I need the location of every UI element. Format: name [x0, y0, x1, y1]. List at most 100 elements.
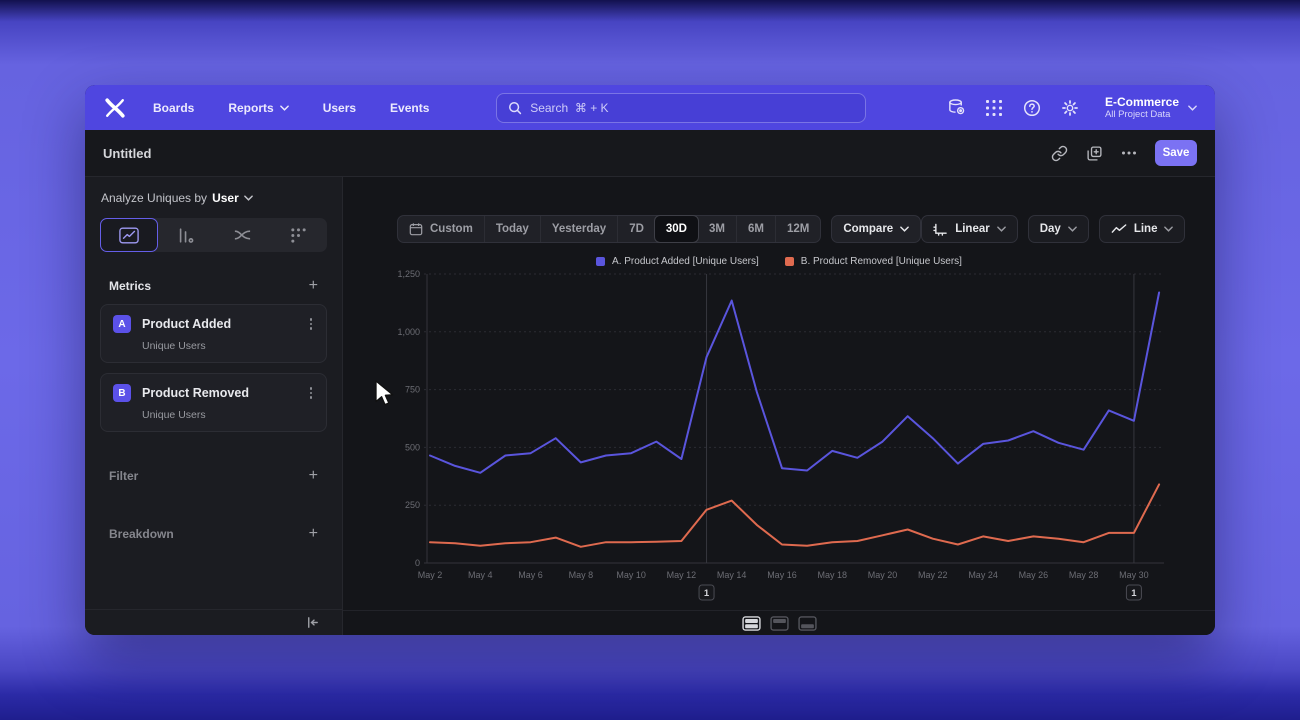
chevron-down-icon [996, 226, 1006, 232]
metric-subtitle[interactable]: Unique Users [142, 409, 206, 421]
report-titlebar: Untitled Save [85, 130, 1215, 177]
series-line[interactable] [429, 483, 1161, 548]
breakdown-header: Breakdown + [100, 526, 327, 542]
annotation-badge[interactable] [698, 584, 715, 601]
legend-swatch-a [596, 257, 606, 266]
search-input[interactable] [530, 100, 855, 115]
project-scope: All Project Data [1104, 108, 1171, 120]
app-window: Boards Reports Users Events [85, 85, 1215, 635]
breakdown-label: Breakdown [109, 527, 174, 541]
legend-label: B. Product Removed [Unique Users] [800, 256, 962, 267]
link-icon[interactable] [1050, 144, 1068, 162]
nav-item-reports[interactable]: Reports [228, 101, 289, 115]
x-axis-label: May 20 [868, 570, 898, 580]
chart-panel: Custom Today Yesterday 7D 30D 3M 6M 12M … [343, 177, 1215, 635]
line-chart[interactable]: 0 250 500 750 1,000 1,250 1 1 May 2 May 4 May 6 May… [343, 267, 1215, 610]
tab-flows[interactable] [215, 218, 271, 252]
y-axis-label: 1,250 [397, 269, 420, 279]
nav-item-boards[interactable]: Boards [153, 101, 194, 115]
mixpanel-logo-icon[interactable] [103, 96, 127, 120]
report-type-tabs [100, 218, 327, 252]
range-30d-selected[interactable]: 30D [653, 215, 699, 243]
y-axis-label: 250 [405, 500, 420, 510]
range-label: 12M [786, 223, 810, 235]
metric-badge-b: B [113, 384, 131, 402]
duplicate-icon[interactable] [1085, 144, 1103, 162]
flows-icon [234, 230, 251, 240]
apps-grid-icon[interactable] [985, 98, 1004, 117]
chevron-down-icon [1068, 226, 1077, 232]
metric-card-b[interactable]: B Product Removed Unique Users [100, 373, 327, 432]
add-breakdown-button[interactable]: + [308, 525, 318, 542]
layout-top-icon[interactable] [769, 615, 789, 631]
chart-canvas: 0 250 500 750 1,000 1,250 1 1 May 2 May 4 May 6 May… [397, 269, 1164, 601]
analyze-label: Analyze Uniques by [101, 191, 208, 205]
interval-label: Day [1039, 223, 1061, 235]
nav-item-users[interactable]: Users [323, 101, 356, 115]
data-governance-icon[interactable] [947, 98, 966, 117]
report-title[interactable]: Untitled [103, 145, 152, 161]
metric-options-icon[interactable] [308, 316, 315, 332]
metric-badge-a: A [113, 315, 131, 333]
tab-funnels[interactable] [158, 218, 214, 252]
save-button[interactable]: Save [1155, 140, 1197, 166]
chevron-down-icon [1164, 226, 1174, 232]
x-axis-label: May 18 [817, 570, 847, 580]
range-3m[interactable]: 3M [698, 216, 736, 242]
chart-legend: A. Product Added [Unique Users] B. Produ… [343, 256, 1215, 267]
scale-dropdown[interactable]: Linear [921, 215, 1018, 243]
line-chart-icon [1111, 224, 1127, 233]
interval-dropdown[interactable]: Day [1027, 215, 1089, 243]
nav-item-events[interactable]: Events [390, 101, 429, 115]
range-yesterday[interactable]: Yesterday [539, 216, 617, 242]
compare-button[interactable]: Compare [831, 215, 922, 243]
tab-insights[interactable] [100, 218, 159, 252]
range-label: 6M [747, 223, 764, 235]
funnel-bars-icon [180, 227, 194, 243]
layout-split-icon[interactable] [741, 615, 761, 631]
add-filter-button[interactable]: + [308, 467, 318, 484]
metric-subtitle[interactable]: Unique Users [142, 340, 206, 352]
collapse-sidebar-icon[interactable] [305, 615, 320, 630]
x-axis-label: May 12 [667, 570, 697, 580]
annotation-badge-label: 1 [1131, 588, 1137, 599]
analyze-entity-dropdown[interactable]: User [212, 191, 253, 205]
range-label: Yesterday [551, 223, 607, 235]
series-line[interactable] [429, 291, 1161, 474]
chevron-down-icon [279, 104, 289, 111]
compare-label: Compare [843, 223, 894, 235]
metric-options-icon[interactable] [308, 385, 315, 401]
chevron-down-icon [243, 195, 253, 201]
nav-item-label: Users [322, 100, 357, 115]
search-bar[interactable] [496, 92, 867, 123]
metric-name: Product Added [142, 317, 232, 331]
legend-item-a[interactable]: A. Product Added [Unique Users] [596, 256, 759, 267]
annotation-badge[interactable] [1125, 584, 1142, 601]
metric-name: Product Removed [142, 386, 249, 400]
chart-toolbar: Custom Today Yesterday 7D 30D 3M 6M 12M … [397, 215, 1186, 243]
nav-menu: Boards Reports Users Events [153, 101, 429, 115]
range-today[interactable]: Today [483, 216, 540, 242]
add-metric-button[interactable]: + [308, 277, 318, 294]
tab-retention[interactable] [271, 218, 327, 252]
more-options-icon[interactable] [1120, 144, 1138, 162]
top-nav: Boards Reports Users Events [85, 85, 1215, 130]
chart-type-dropdown[interactable]: Line [1098, 215, 1186, 243]
range-label: 7D [629, 223, 644, 235]
range-custom[interactable]: Custom [398, 216, 484, 242]
calendar-icon [409, 223, 423, 236]
range-7d[interactable]: 7D [617, 216, 655, 242]
layout-bottom-icon[interactable] [797, 615, 817, 631]
x-axis-label: May 14 [717, 570, 747, 580]
range-6m[interactable]: 6M [735, 216, 775, 242]
chart-type-label: Line [1133, 223, 1158, 235]
help-icon[interactable] [1023, 98, 1042, 117]
range-label: Custom [430, 223, 473, 235]
project-selector[interactable]: E-Commerce All Project Data [1105, 95, 1197, 121]
x-axis-label: May 2 [418, 570, 443, 580]
legend-item-b[interactable]: B. Product Removed [Unique Users] [784, 256, 962, 267]
search-icon [509, 101, 522, 114]
metric-card-a[interactable]: A Product Added Unique Users [100, 304, 327, 363]
settings-gear-icon[interactable] [1061, 98, 1080, 117]
range-12m[interactable]: 12M [774, 216, 820, 242]
